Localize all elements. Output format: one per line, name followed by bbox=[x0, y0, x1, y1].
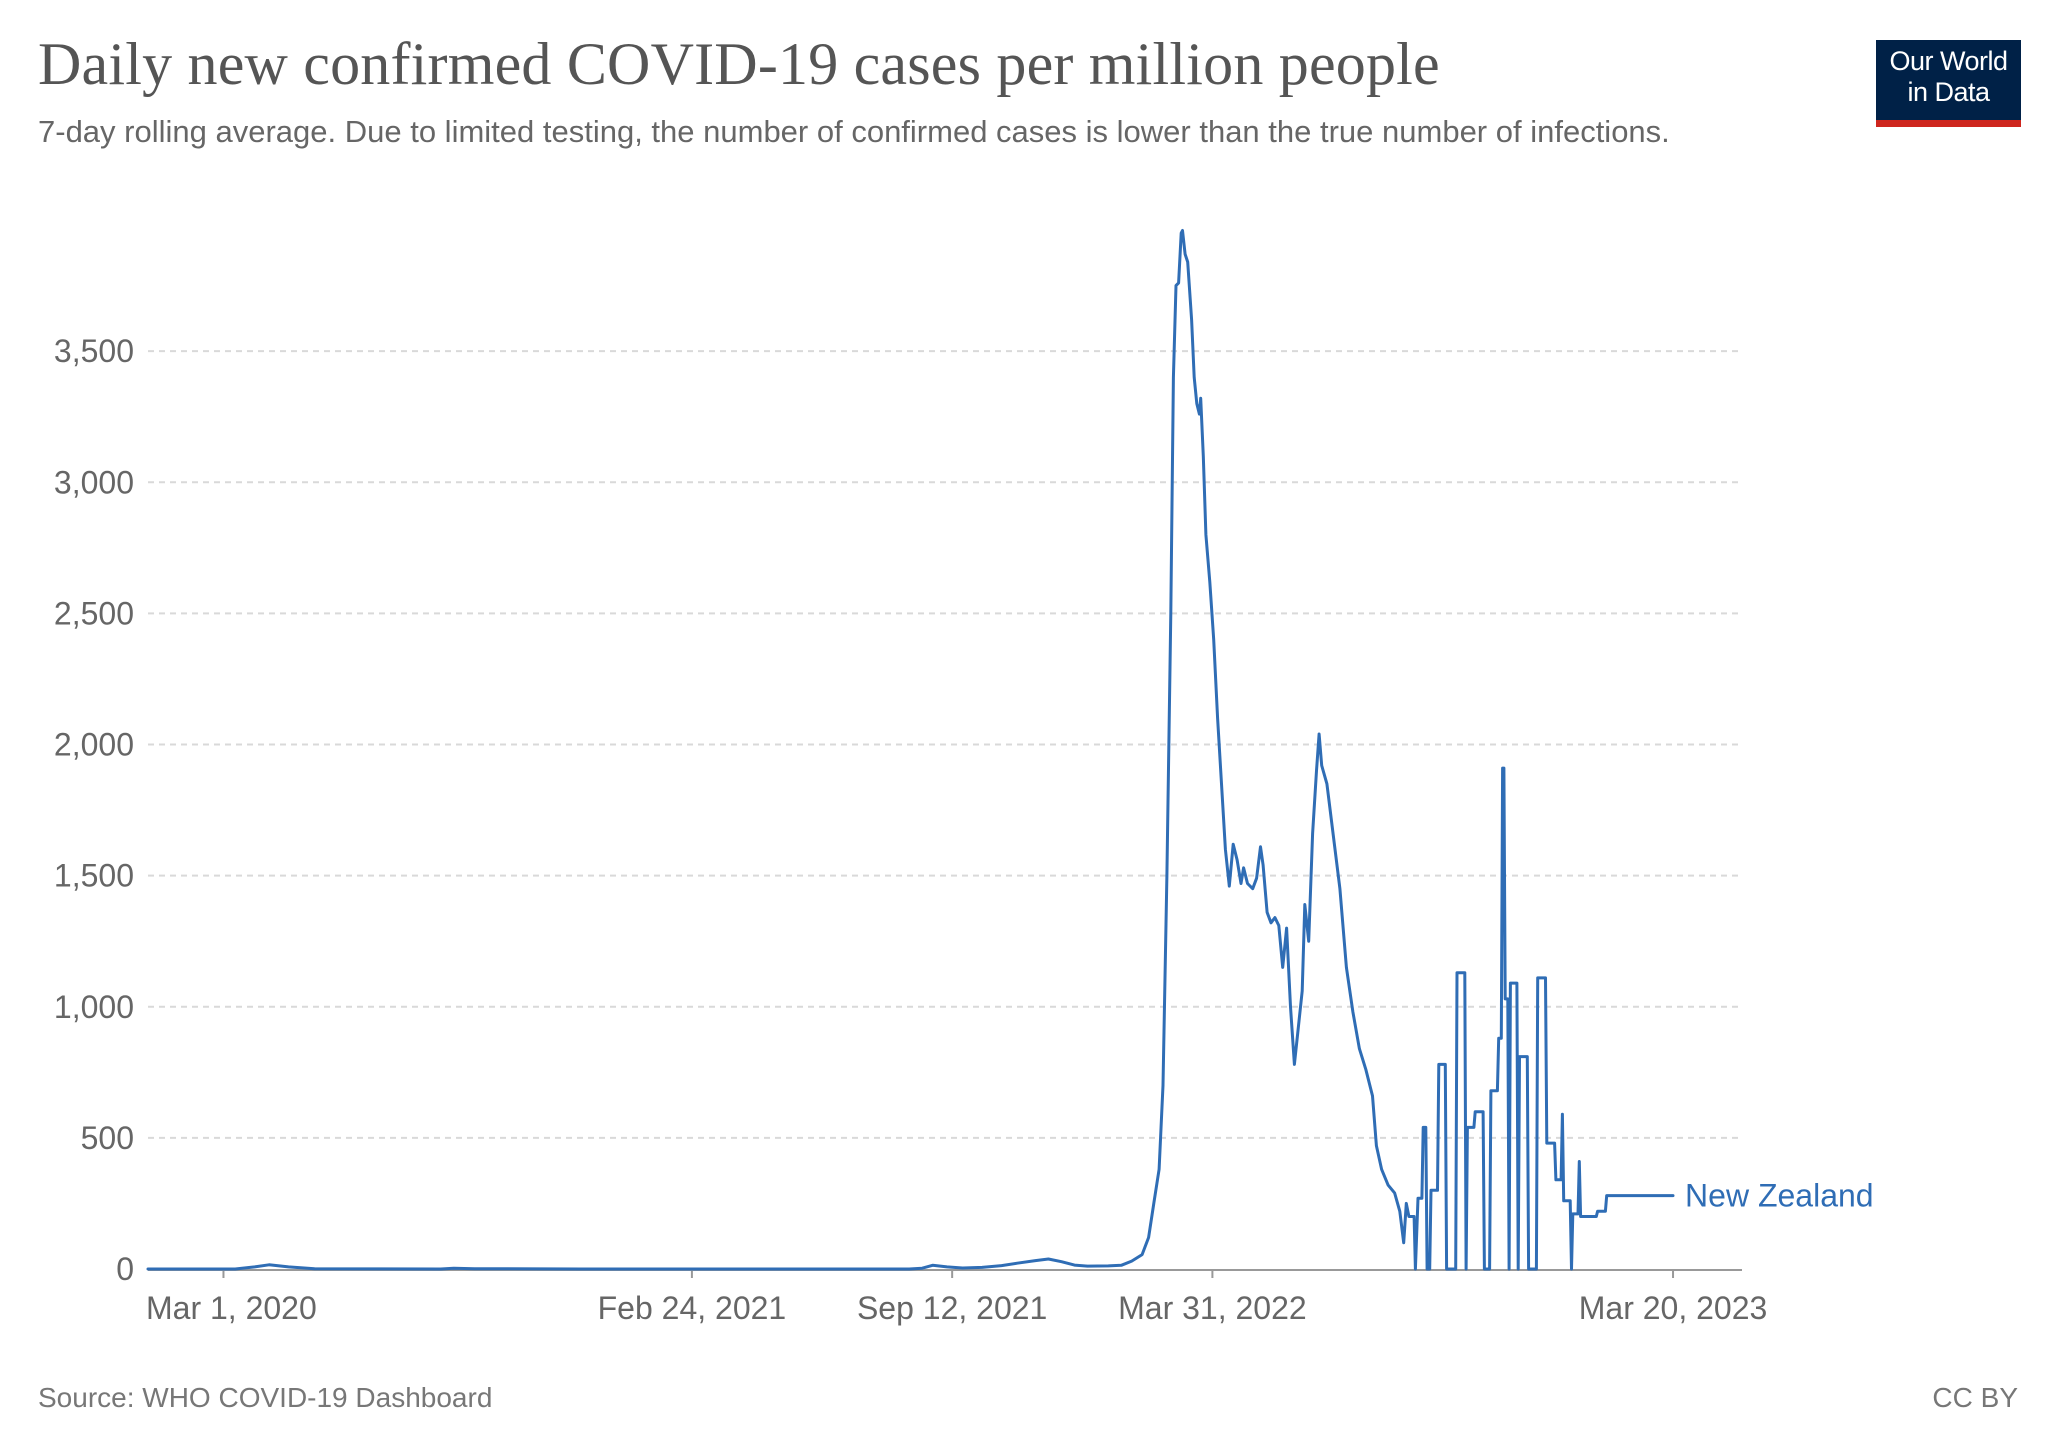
x-tick-label: Sep 12, 2021 bbox=[857, 1290, 1047, 1326]
y-tick-label: 1,500 bbox=[54, 858, 134, 894]
series-labels: New Zealand bbox=[1685, 1178, 1874, 1214]
x-tick-label: Mar 20, 2023 bbox=[1579, 1290, 1768, 1326]
logo-line-2: in Data bbox=[1907, 77, 1990, 107]
logo-accent-bar bbox=[1876, 120, 2021, 127]
chart-subtitle: 7-day rolling average. Due to limited te… bbox=[38, 114, 1670, 149]
y-tick-label: 1,000 bbox=[54, 989, 134, 1025]
x-tick-label: Feb 24, 2021 bbox=[598, 1290, 787, 1326]
x-axis: Mar 1, 2020 Feb 24, 2021 Sep 12, 2021 Mar 3… bbox=[146, 1269, 1768, 1326]
series-line bbox=[146, 229, 1675, 1271]
chart-title: Daily new confirmed COVID-19 cases per m… bbox=[38, 31, 1440, 97]
series-lines bbox=[146, 229, 1675, 1271]
y-tick-label: 0 bbox=[116, 1251, 134, 1287]
x-tick-label: Mar 31, 2022 bbox=[1118, 1290, 1307, 1326]
y-gridlines bbox=[148, 350, 1742, 1139]
series-label: New Zealand bbox=[1685, 1178, 1874, 1214]
logo-line-1: Our World bbox=[1889, 46, 2008, 76]
x-tick-label: Mar 1, 2020 bbox=[146, 1290, 317, 1326]
license-link[interactable]: CC BY bbox=[1932, 1382, 2018, 1413]
owid-logo[interactable]: Our World in Data bbox=[1876, 40, 2021, 127]
y-tick-label: 3,000 bbox=[54, 464, 134, 500]
y-tick-label: 2,500 bbox=[54, 595, 134, 631]
source-note[interactable]: Source: WHO COVID-19 Dashboard bbox=[38, 1382, 493, 1413]
y-tick-label: 3,500 bbox=[54, 333, 134, 369]
y-tick-label: 500 bbox=[81, 1120, 134, 1156]
y-tick-label: 2,000 bbox=[54, 727, 134, 763]
y-axis-tick-labels: 0 500 1,000 1,500 2,000 2,500 3,000 3,500 bbox=[54, 333, 134, 1287]
